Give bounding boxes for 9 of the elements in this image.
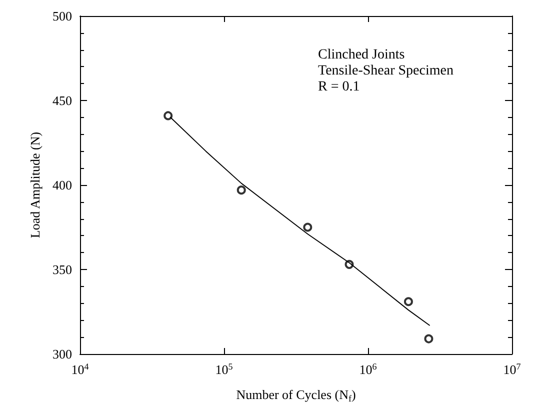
y-axis-title: Load Amplitude (N) [28, 132, 43, 238]
annotation: Clinched Joints [318, 48, 405, 62]
annotation: Tensile-Shear Specimen [318, 64, 454, 78]
y-tick-label: 500 [52, 8, 72, 24]
y-tick-label: 300 [52, 346, 72, 362]
y-tick-label: 400 [52, 178, 72, 192]
y-tick-label: 350 [52, 262, 72, 277]
y-tick-label: 450 [52, 93, 72, 108]
annotation: R = 0.1 [318, 80, 360, 94]
